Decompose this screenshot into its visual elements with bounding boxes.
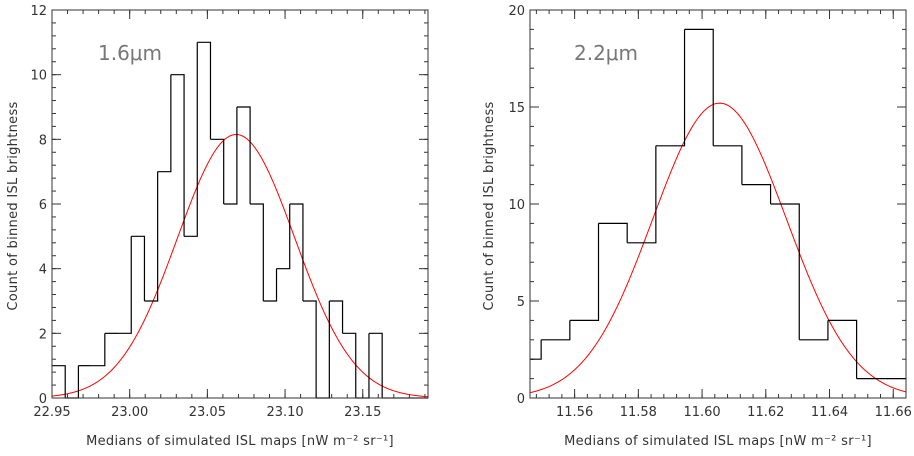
x-tick-label: 11.58 bbox=[620, 405, 657, 420]
histogram-bin bbox=[263, 268, 278, 302]
x-tick-label: 11.56 bbox=[556, 405, 593, 420]
histogram-bin bbox=[170, 74, 185, 237]
x-tick-label: 11.64 bbox=[811, 405, 848, 420]
histogram-bin bbox=[184, 42, 198, 237]
histogram-bin bbox=[598, 222, 628, 243]
x-tick-label: 11.60 bbox=[683, 405, 720, 420]
gaussian-fit-curve bbox=[529, 102, 907, 394]
gaussian-fit-curve bbox=[51, 133, 429, 398]
x-tick-label: 23.05 bbox=[189, 405, 226, 420]
x-tick-label: 23.10 bbox=[266, 405, 303, 420]
y-tick-label: 15 bbox=[508, 101, 525, 116]
tick-labels: 22.95 23.00 23.05 23.10 23.15 0 2 4 6 8 10 12 bbox=[30, 4, 381, 420]
histogram-bin bbox=[530, 339, 542, 360]
wavelength-annotation: 2.2μm bbox=[574, 41, 638, 65]
gaussian-fit-series bbox=[529, 102, 907, 394]
histogram-bin bbox=[91, 333, 106, 367]
y-tick-label: 10 bbox=[508, 198, 525, 213]
histogram-bin bbox=[342, 332, 357, 398]
tick-labels: 11.56 11.58 11.60 11.62 11.64 11.66 0 5 10 15 20 bbox=[508, 4, 911, 420]
histogram-bin bbox=[223, 107, 238, 205]
histogram-bin bbox=[302, 300, 317, 398]
y-tick-label: 6 bbox=[39, 198, 47, 213]
x-axis-label: Medians of simulated ISL maps [nW m⁻² sr… bbox=[564, 434, 872, 449]
x-tick-label: 11.62 bbox=[747, 405, 784, 420]
histogram-bin bbox=[52, 365, 66, 398]
histogram-bin bbox=[741, 184, 772, 204]
histogram-bin bbox=[210, 138, 225, 204]
plot-frame bbox=[529, 9, 907, 399]
histogram-bin bbox=[627, 145, 657, 244]
y-tick-label: 8 bbox=[39, 133, 47, 148]
histogram-bin bbox=[118, 236, 132, 334]
histogram-bin bbox=[827, 319, 858, 379]
y-tick-label: 5 bbox=[517, 295, 525, 310]
histogram-bin bbox=[329, 300, 344, 334]
y-axis-label: Count of binned ISL brightness bbox=[6, 101, 21, 310]
histogram-bin bbox=[569, 223, 600, 321]
histogram-bin bbox=[197, 41, 212, 140]
histogram-bin bbox=[131, 235, 146, 301]
histogram-bin bbox=[289, 203, 304, 301]
histogram-bin bbox=[157, 74, 172, 173]
x-tick-label: 22.95 bbox=[33, 405, 70, 420]
y-tick-label: 12 bbox=[30, 4, 47, 19]
gaussian-fit-series bbox=[51, 133, 429, 398]
y-tick-label: 10 bbox=[30, 69, 47, 84]
histogram-bin bbox=[684, 28, 714, 146]
y-tick-label: 0 bbox=[39, 392, 47, 407]
y-tick-label: 4 bbox=[39, 263, 47, 278]
histogram-bin bbox=[799, 320, 829, 341]
x-tick-label: 23.15 bbox=[344, 405, 381, 420]
histogram-bin bbox=[144, 171, 159, 302]
chart-panel-1-6um: 22.95 23.00 23.05 23.10 23.15 0 2 4 6 8 10 12 1.6μm… bbox=[6, 4, 429, 449]
histogram-bin bbox=[250, 203, 264, 301]
chart-panel-2-2um: 11.56 11.58 11.60 11.62 11.64 11.66 0 5 10 15 20 2… bbox=[482, 4, 912, 449]
wavelength-annotation: 1.6μm bbox=[98, 41, 162, 65]
histogram-bin bbox=[276, 204, 291, 270]
histogram-bin bbox=[655, 29, 686, 147]
histogram-series bbox=[530, 28, 906, 380]
x-axis-label: Medians of simulated ISL maps [nW m⁻² sr… bbox=[86, 434, 394, 449]
histogram-bin bbox=[770, 203, 800, 340]
y-tick-label: 0 bbox=[517, 392, 525, 407]
y-tick-label: 20 bbox=[508, 4, 525, 19]
histogram-bin bbox=[368, 332, 383, 398]
histogram-bin bbox=[541, 320, 571, 341]
y-axis-label: Count of binned ISL brightness bbox=[482, 101, 497, 310]
plot-frame bbox=[51, 9, 429, 399]
histogram-bin bbox=[236, 106, 251, 204]
histogram-bin bbox=[713, 145, 743, 185]
y-tick-label: 2 bbox=[39, 327, 47, 342]
x-tick-label: 23.00 bbox=[111, 405, 148, 420]
x-tick-label: 11.66 bbox=[875, 405, 912, 420]
